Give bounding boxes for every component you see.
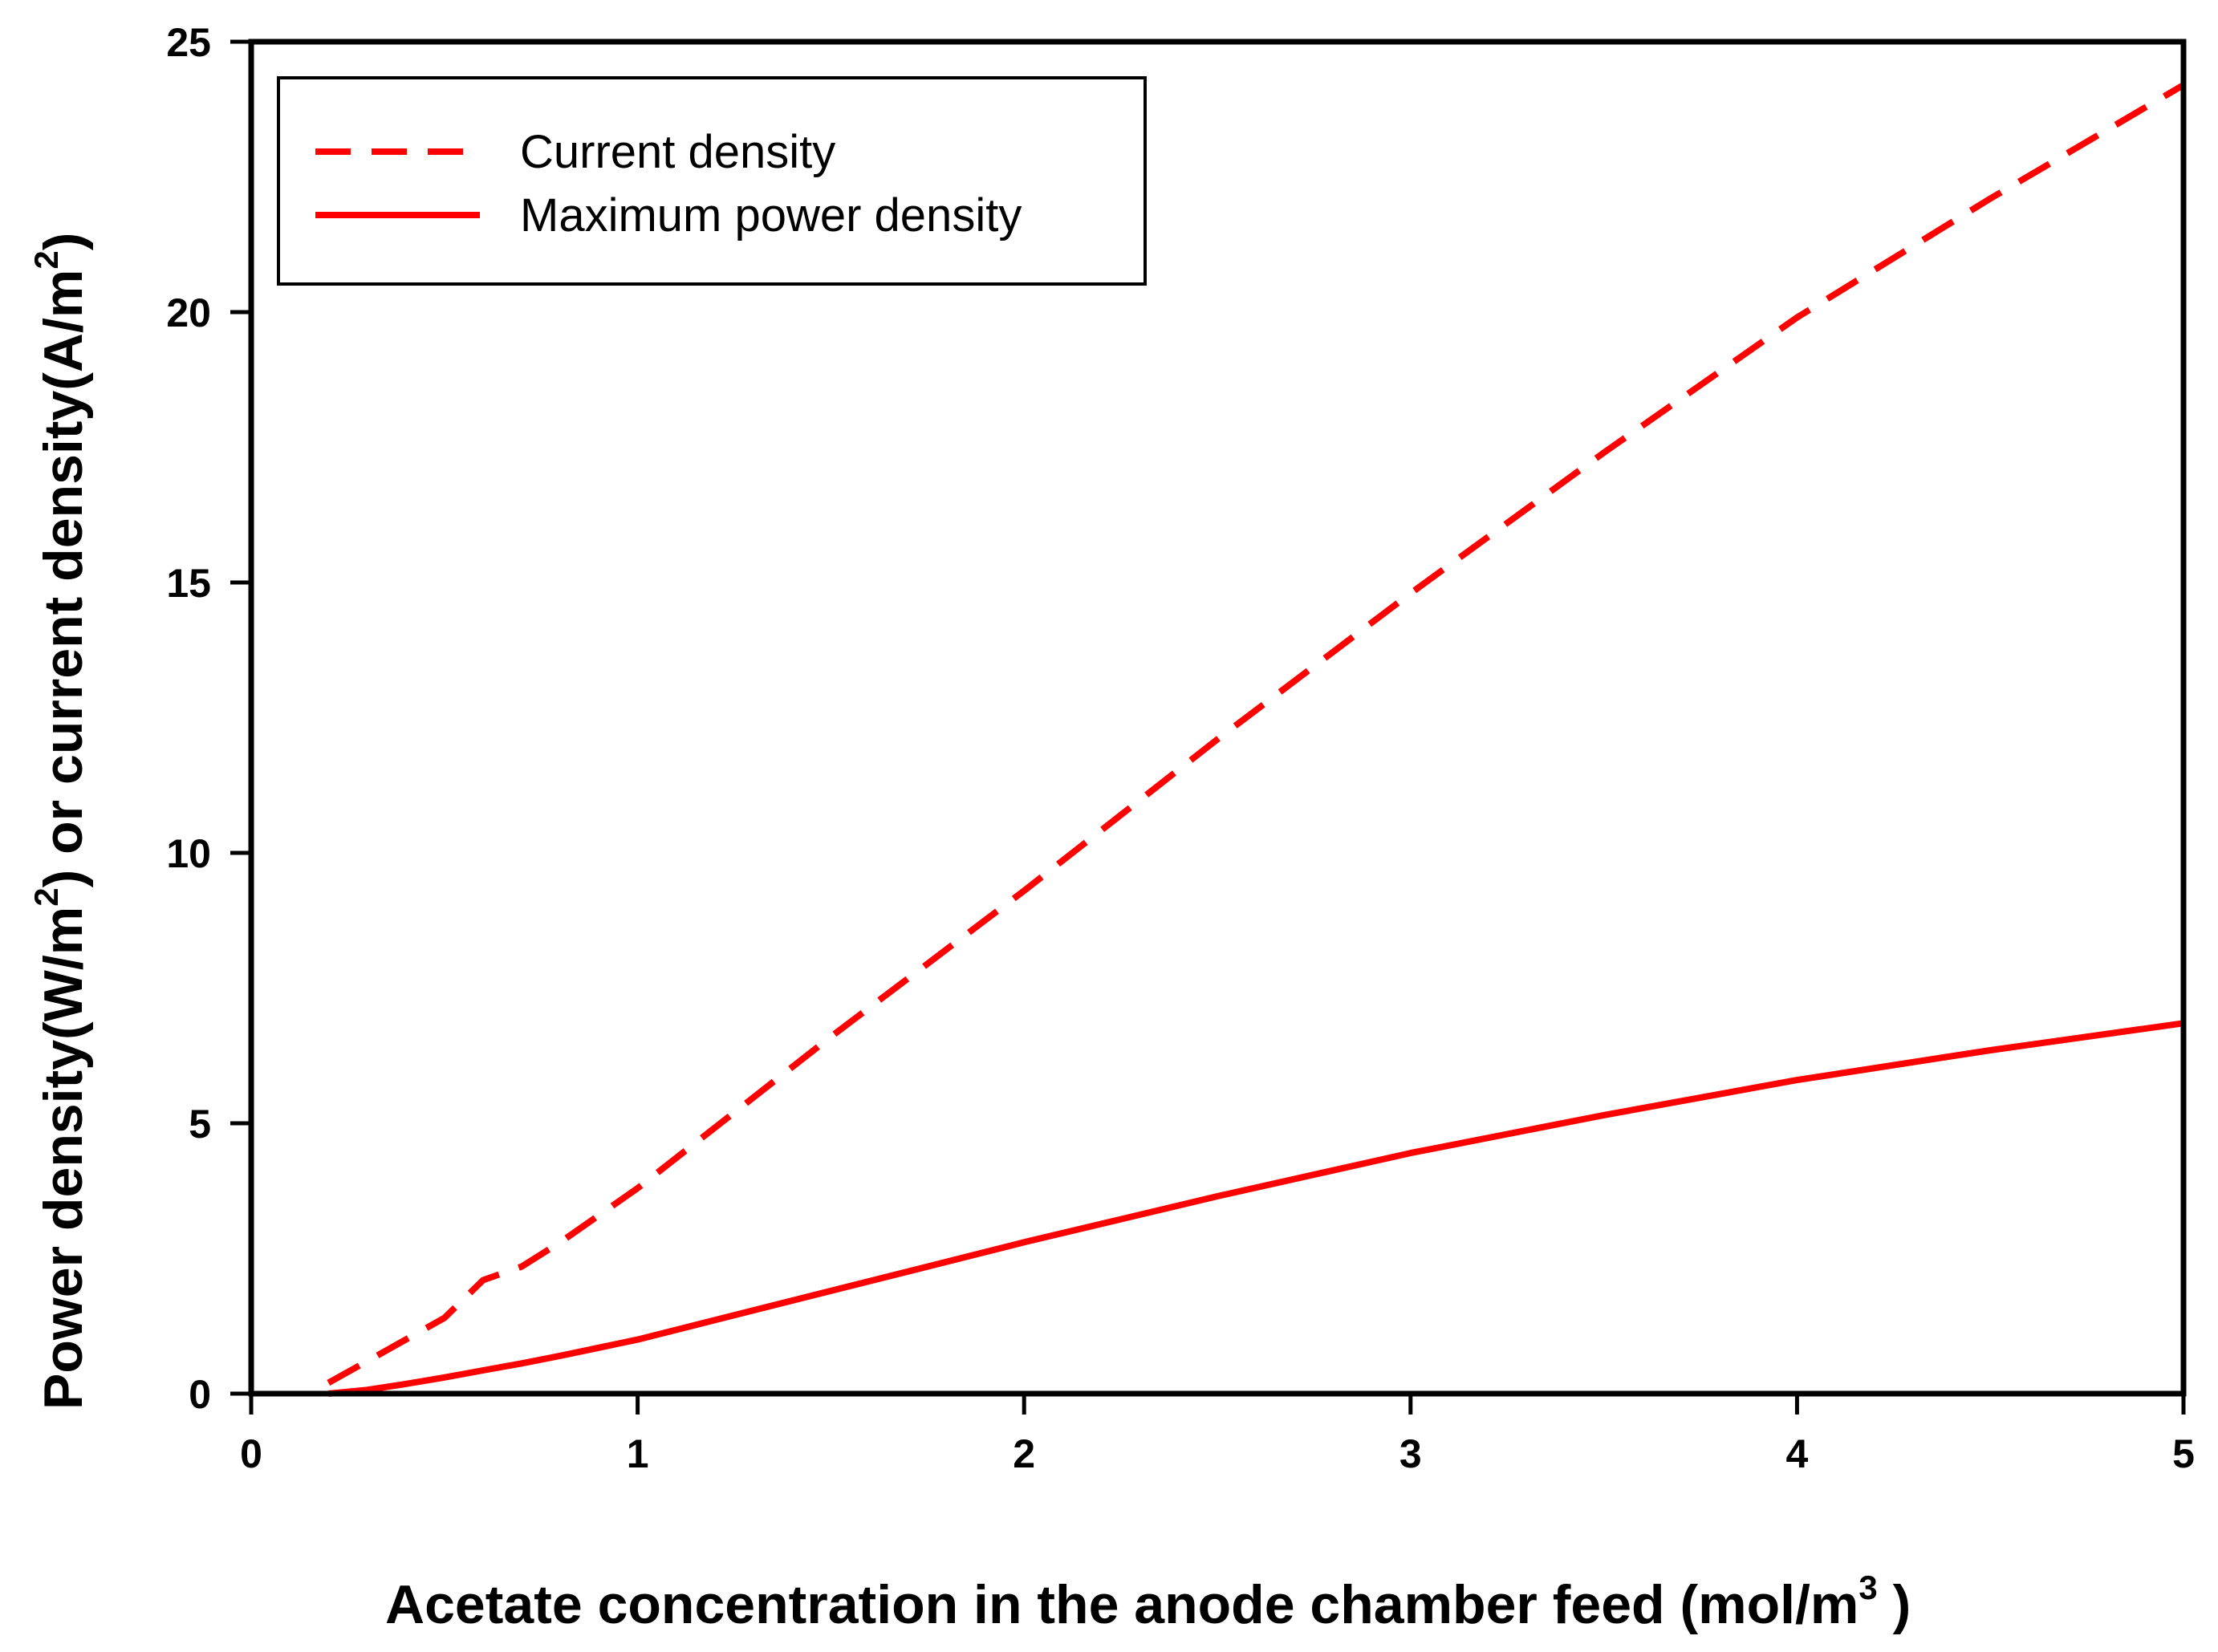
- y-tick-label-0: 0: [189, 1372, 211, 1417]
- plot-area-frame: [248, 39, 2187, 1397]
- legend-box: [277, 76, 1147, 286]
- legend-label-maximum-power-density: Maximum power density: [520, 189, 1022, 242]
- y-tick-label-25: 25: [166, 20, 211, 65]
- x-tick-label-0: 0: [240, 1431, 262, 1476]
- ticks-layer: 0 1 2 3 4 5 0 5 10 15 20 25: [166, 20, 2195, 1476]
- series-line-current-density: [327, 82, 2186, 1386]
- x-tick-label-4: 4: [1785, 1431, 1808, 1476]
- series-layer: [327, 82, 2186, 1397]
- y-axis-title-superscript-2: 2: [27, 250, 65, 269]
- x-axis-title-superscript: 3: [1858, 1569, 1877, 1606]
- x-axis-title-main: Acetate concentration in the anode chamb…: [385, 1574, 1858, 1635]
- y-axis-title-part2: ) or current density(A/m: [33, 270, 94, 888]
- x-tick-label-1: 1: [627, 1431, 649, 1476]
- y-axis-title-part1: Power density(W/m: [33, 907, 94, 1410]
- series-line-maximum-power-density: [327, 1020, 2184, 1397]
- x-tick-label-2: 2: [1013, 1431, 1035, 1476]
- y-axis-title-part3: ): [33, 233, 94, 251]
- y-tick-label-10: 10: [166, 831, 211, 876]
- y-axis-title-superscript-1: 2: [27, 887, 65, 906]
- y-tick-label-5: 5: [189, 1102, 211, 1147]
- y-tick-label-20: 20: [166, 290, 211, 335]
- y-tick-label-15: 15: [166, 561, 211, 606]
- x-tick-label-5: 5: [2172, 1431, 2195, 1476]
- x-axis-title-suffix: ): [1878, 1574, 1911, 1635]
- legend-label-current-density: Current density: [520, 126, 835, 178]
- x-tick-label-3: 3: [1399, 1431, 1422, 1476]
- x-axis-title: Acetate concentration in the anode chamb…: [385, 1569, 1911, 1635]
- y-axis-title: Power density(W/m2) or current density(A…: [27, 233, 94, 1410]
- legend: Current density Maximum power density: [277, 76, 1147, 286]
